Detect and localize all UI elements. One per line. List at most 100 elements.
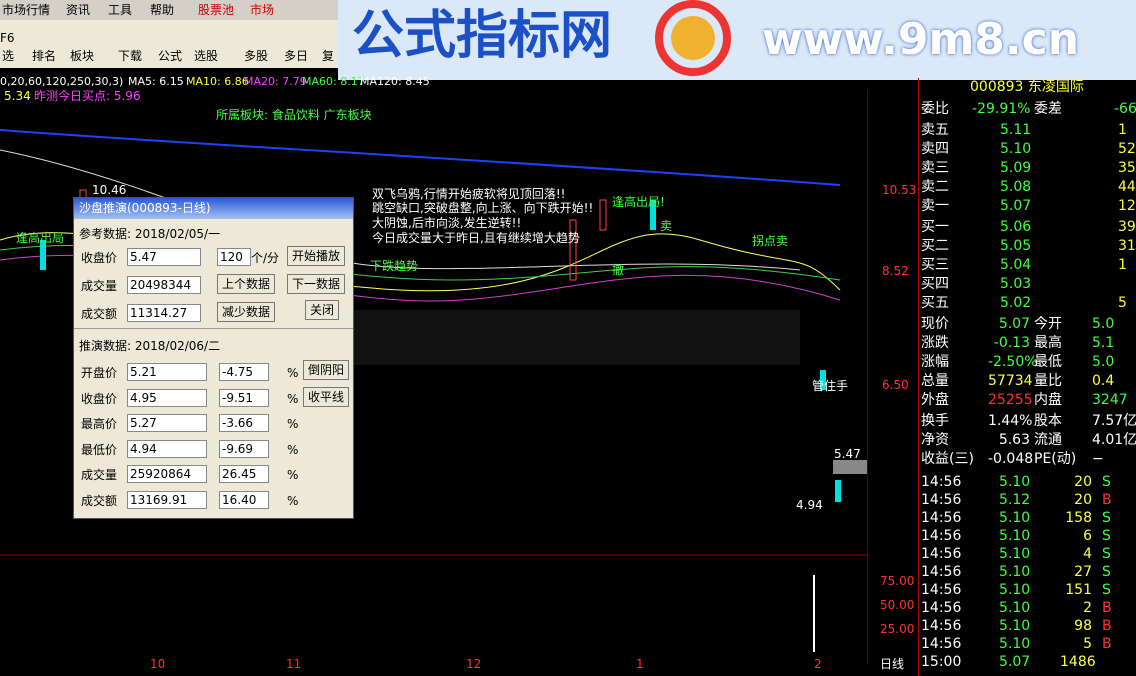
menu-item[interactable]: 市场 [250,3,275,17]
trade-volume: 4 [1083,546,1092,562]
date-axis-label: 1 [636,657,644,671]
speed-unit: 个/分 [251,251,280,265]
toolbar-button[interactable]: 下载 [118,49,143,63]
stat-label: 量比 [1034,373,1062,389]
stat-label: 净资 [921,432,949,448]
book-label: 买二 [921,238,949,254]
menu-item[interactable]: 股票池 [198,3,235,17]
field-value: 25920864 [127,465,207,483]
book-volume: 39 [1118,219,1136,235]
dialog-button[interactable]: 倒阴阳 [303,360,350,380]
toolbar-button[interactable]: F6 [0,31,15,45]
trade-time: 14:56 [921,492,962,508]
dialog-button[interactable]: 开始播放 [287,246,346,266]
buy-point: 昨测今日买点: 5.96 [34,89,141,103]
toolbar-button[interactable]: 公式 [158,49,183,63]
book-price: 5.09 [1000,160,1032,176]
stat-value: 5.0 [1092,354,1115,370]
chart-annotation: 下跌趋势 [370,259,419,273]
book-label: 买四 [921,276,949,292]
toolbar-button[interactable]: 选股 [194,49,219,63]
chart-annotation: 今日成交量大于昨日,且有继续增大趋势 [372,231,580,245]
ma-value: MA10: 6.86 [186,75,249,88]
field-percent: -4.75 [219,363,269,381]
dialog-button[interactable]: 下一数据 [287,274,346,294]
book-volume: 52 [1118,141,1136,157]
trade-price: 5.10 [999,528,1031,544]
trade-side: B [1102,636,1112,652]
dialog-button[interactable]: 上个数据 [217,274,276,294]
field-label: 最高价 [81,417,118,431]
volume-axis-label: 25.00 [880,622,915,636]
stat-label: 今开 [1034,316,1062,332]
chart-annotation: 5.47 [834,447,861,461]
dialog-button[interactable]: 关闭 [305,300,340,320]
menu-item[interactable]: 市场行情 [2,3,51,17]
trade-time: 14:56 [921,600,962,616]
stat-label: 换手 [921,413,949,429]
field-value: 4.95 [127,388,207,407]
chart-annotation: 双飞乌鸦,行情开始疲软将见顶回落!! [372,187,566,201]
book-label: 卖一 [921,198,949,214]
quote-label: 委比 [921,101,949,117]
trade-time: 14:56 [921,618,962,634]
book-price: 5.02 [1000,295,1032,311]
chart-annotation: 大阴蚀,后市向淡,发生逆转!! [372,216,522,230]
trade-volume: 5 [1083,636,1092,652]
field-value: 20498344 [127,276,201,294]
toolbar-button[interactable]: 板块 [70,49,95,63]
stat-value: -2.50% [988,354,1038,370]
trade-volume: 1486 [1060,654,1096,670]
toolbar-button[interactable]: 多日 [284,49,309,63]
chart-annotation: 跳空缺口,突破盘整,向上涨、向下跌开始!! [372,201,594,215]
stat-value: -0.048 [988,451,1034,467]
field-value: 5.27 [127,414,207,432]
trade-time: 14:56 [921,510,962,526]
menu-item[interactable]: 资讯 [66,3,91,17]
toolbar-button[interactable]: 选 [2,49,15,63]
trade-volume: 2 [1083,600,1092,616]
chart-annotation: 管住手 [812,379,849,393]
trade-side: S [1102,564,1111,580]
trade-price: 5.07 [999,654,1031,670]
field-label: 成交额 [81,493,118,508]
book-price: 5.04 [1000,257,1032,273]
chart-annotation: 4.94 [796,498,823,512]
stat-value: 25255 [988,392,1033,408]
stat-value: 4.01亿 [1092,432,1136,448]
ma-value: MA60: 8.17 [302,75,365,88]
book-price: 5.03 [1000,276,1032,292]
book-label: 卖四 [921,141,949,157]
trade-time: 14:56 [921,636,962,652]
stat-value: 3247 [1092,392,1128,408]
book-volume: 5 [1118,295,1127,311]
stat-value: 5.07 [998,316,1030,332]
toolbar-button[interactable]: 复 [322,49,335,63]
toolbar-button[interactable]: 排名 [32,49,57,63]
book-volume: 1 [1118,122,1127,138]
banner-url: www.9m8.cn [762,14,1080,65]
stat-label: 最低 [1034,354,1062,370]
stat-label: 外盘 [921,392,949,408]
trade-volume: 98 [1074,618,1092,634]
stat-value: 57734 [988,373,1033,389]
chart-annotation: 撤 [612,263,625,277]
toolbar-button[interactable]: 多股 [244,49,269,63]
menu-item[interactable]: 工具 [108,3,133,17]
trade-volume: 27 [1074,564,1092,580]
date-axis-label: 11 [286,657,302,671]
dialog-button[interactable]: 减少数据 [217,302,276,322]
menu-item[interactable]: 帮助 [150,3,175,17]
trade-side: S [1102,510,1111,526]
trade-time: 14:56 [921,546,962,562]
book-price: 5.07 [1000,198,1032,214]
book-label: 买五 [921,295,949,311]
field-value: 5.21 [127,363,207,381]
trade-price: 5.12 [999,492,1031,508]
dialog-button[interactable]: 收平线 [303,387,350,407]
date-axis-label: 12 [466,657,482,671]
book-volume: 44 [1118,179,1136,195]
indicator-params: 0,20,60,120,250,30,3) [0,75,124,88]
stat-label: 最高 [1034,335,1062,351]
field-label: 成交量 [81,279,118,293]
